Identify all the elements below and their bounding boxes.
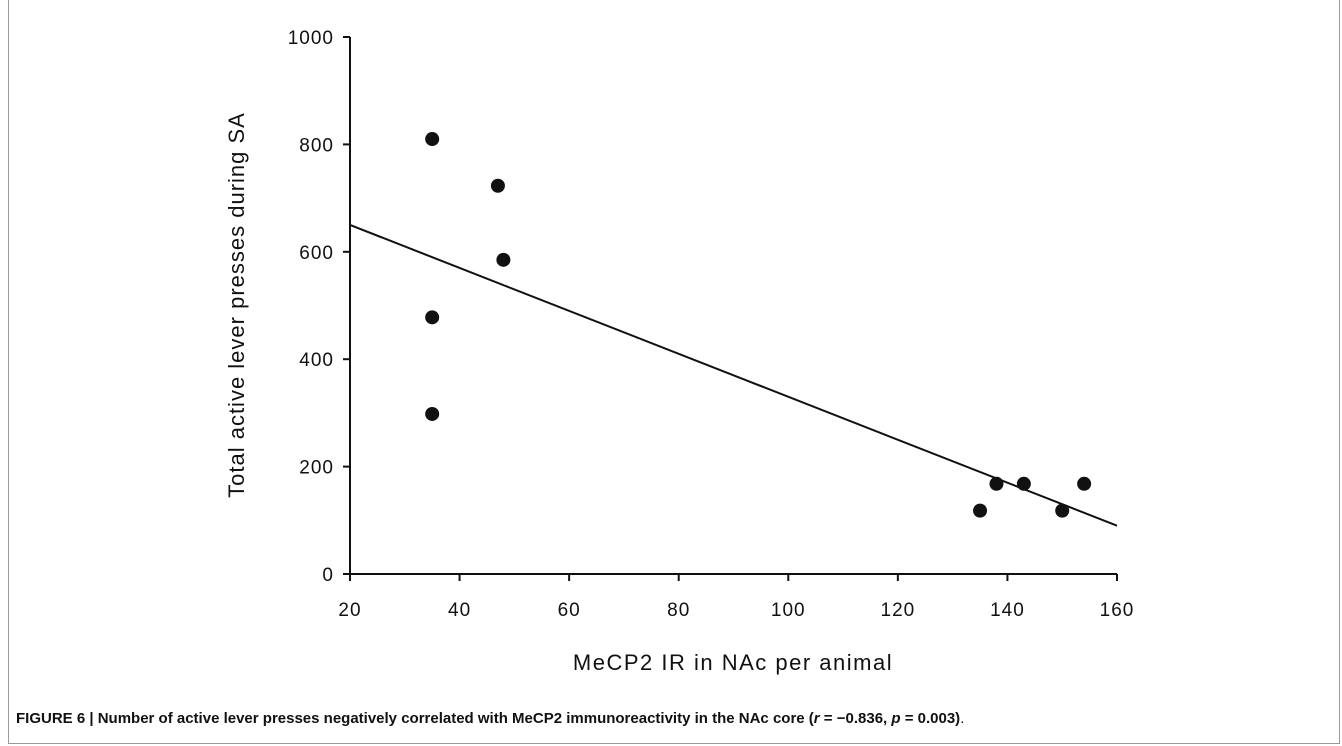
axes: 20 40 60 80 100 120 140 160 0 200 400 600 800 1000 xyxy=(288,28,1135,621)
x-tick-label: 40 xyxy=(448,600,471,621)
y-tick-label: 200 xyxy=(299,458,334,479)
figure-frame xyxy=(8,0,1340,744)
data-point xyxy=(425,406,440,421)
data-point xyxy=(1016,476,1031,491)
data-point xyxy=(1055,503,1070,518)
caption-p: p xyxy=(891,710,901,727)
caption-end: . xyxy=(960,710,965,727)
scatter-chart: 20 40 60 80 100 120 140 160 0 200 400 600 800 1000 Me… xyxy=(224,28,1135,675)
x-tick-label: 20 xyxy=(338,600,361,621)
x-tick-label: 100 xyxy=(771,600,806,621)
x-tick-label: 80 xyxy=(667,600,690,621)
x-tick-label: 160 xyxy=(1100,600,1135,621)
points-group xyxy=(425,132,1092,518)
data-point xyxy=(425,310,440,325)
data-point xyxy=(425,132,440,147)
y-tick-label: 600 xyxy=(299,243,334,264)
x-axis-label: MeCP2 IR in NAc per animal xyxy=(573,650,893,675)
x-tick-label: 140 xyxy=(990,600,1025,621)
caption-main: FIGURE 6 | Number of active lever presse… xyxy=(16,710,814,727)
y-tick-label: 400 xyxy=(299,350,334,371)
trendline-group xyxy=(349,224,1118,527)
y-axis-label: Total active lever presses during SA xyxy=(224,112,249,498)
figure-caption: FIGURE 6 | Number of active lever presse… xyxy=(16,710,964,727)
caption-p-value: = 0.003) xyxy=(900,710,961,727)
caption-r-value: = −0.836, xyxy=(819,710,892,727)
y-tick-label: 0 xyxy=(322,565,334,586)
data-point xyxy=(490,178,505,193)
y-tick-label: 1000 xyxy=(288,28,334,49)
x-tick-label: 120 xyxy=(881,600,916,621)
trendline xyxy=(349,224,1118,527)
y-tick-label: 800 xyxy=(299,135,334,156)
caption-r: r xyxy=(813,710,820,727)
data-point xyxy=(973,503,988,518)
data-point xyxy=(989,476,1004,491)
data-point xyxy=(1077,476,1092,491)
x-tick-label: 60 xyxy=(558,600,581,621)
data-point xyxy=(496,252,511,267)
